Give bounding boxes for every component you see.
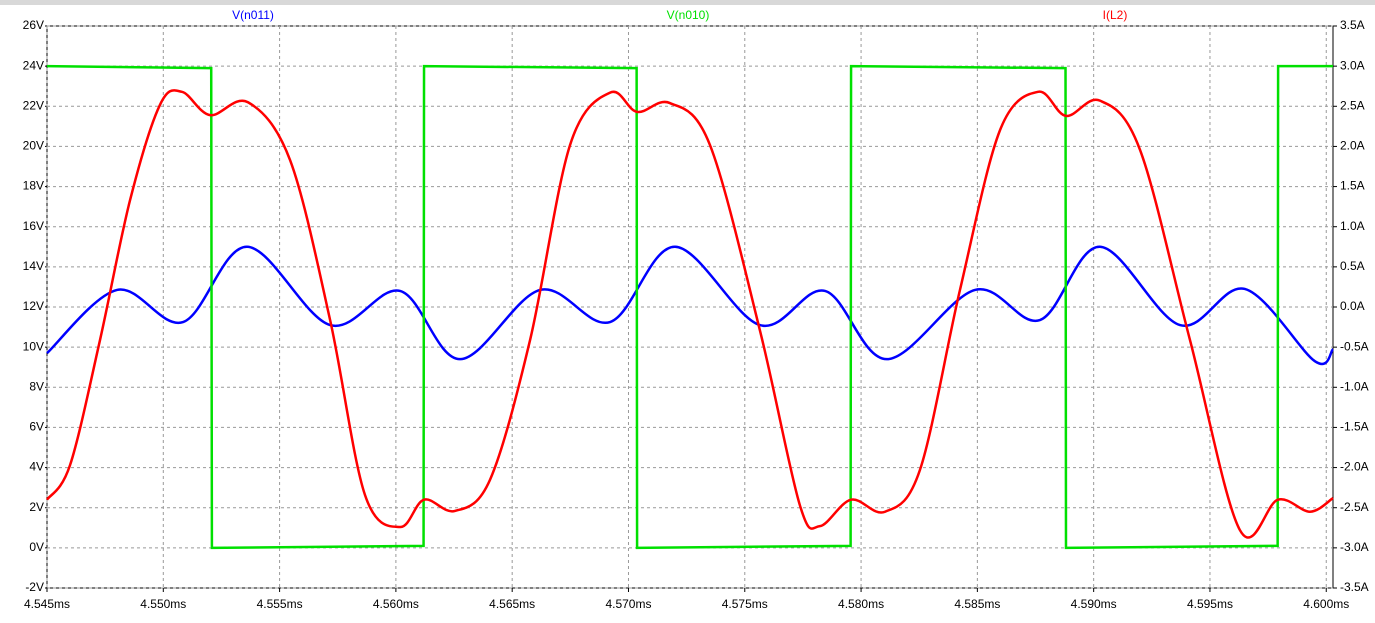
x-tick-label: 4.555ms	[257, 597, 303, 611]
y2-tick-label: -2.0A	[1340, 460, 1369, 474]
x-tick-label: 4.585ms	[954, 597, 1000, 611]
legend-label: I(L2)	[1103, 8, 1128, 22]
y-tick-label: 6V	[29, 420, 44, 434]
x-tick-label: 4.575ms	[722, 597, 768, 611]
y-tick-label: 16V	[23, 219, 44, 233]
y-tick-label: 8V	[29, 379, 44, 393]
y-tick-label: -2V	[25, 580, 44, 594]
y-tick-label: 24V	[23, 58, 44, 72]
y2-tick-label: 3.0A	[1340, 58, 1365, 72]
y-tick-label: 2V	[29, 500, 44, 514]
y2-tick-label: 1.0A	[1340, 219, 1365, 233]
y2-tick-label: -3.0A	[1340, 540, 1369, 554]
y-tick-label: 12V	[23, 299, 44, 313]
legend-label: V(n011)	[232, 8, 274, 22]
y-tick-label: 22V	[23, 98, 44, 112]
y-tick-label: 14V	[23, 259, 44, 273]
x-tick-label: 4.580ms	[838, 597, 884, 611]
y-tick-label: 0V	[29, 540, 44, 554]
x-tick-label: 4.560ms	[373, 597, 419, 611]
y-tick-label: 18V	[23, 179, 44, 193]
y2-tick-label: -0.5A	[1340, 339, 1369, 353]
x-tick-label: 4.570ms	[605, 597, 651, 611]
legend-label: V(n010)	[667, 8, 710, 22]
y2-tick-label: -1.0A	[1340, 379, 1369, 393]
x-tick-label: 4.550ms	[140, 597, 186, 611]
x-tick-label: 4.590ms	[1071, 597, 1117, 611]
series-line	[45, 89, 1334, 539]
y-tick-label: 20V	[23, 139, 44, 153]
y-tick-label: 4V	[29, 460, 44, 474]
x-tick-label: 4.600ms	[1303, 597, 1349, 611]
y2-tick-label: 0.5A	[1340, 259, 1365, 273]
series-line	[46, 64, 1333, 550]
y2-tick-label: -3.5A	[1340, 580, 1369, 594]
y2-tick-label: 1.5A	[1340, 179, 1365, 193]
y-tick-label: 10V	[23, 339, 44, 353]
y2-tick-label: 3.5A	[1340, 18, 1365, 32]
y2-tick-label: 0.0A	[1340, 299, 1365, 313]
tab-strip	[0, 0, 1375, 5]
y-tick-label: 26V	[23, 18, 44, 32]
y2-tick-label: -1.5A	[1340, 420, 1369, 434]
series-line	[46, 245, 1335, 366]
y2-tick-label: 2.0A	[1340, 139, 1365, 153]
y2-tick-label: -2.5A	[1340, 500, 1369, 514]
y2-tick-label: 2.5A	[1340, 98, 1365, 112]
x-tick-label: 4.595ms	[1187, 597, 1233, 611]
x-tick-label: 4.565ms	[489, 597, 535, 611]
x-tick-label: 4.545ms	[24, 597, 70, 611]
